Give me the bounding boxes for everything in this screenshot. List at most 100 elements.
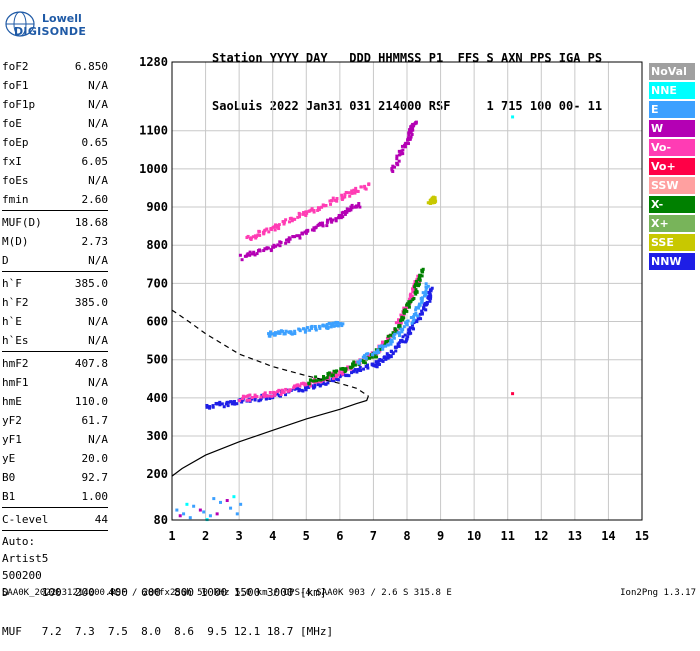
- param-divider: [2, 530, 108, 531]
- noise-point: [208, 514, 212, 518]
- echo-point: [433, 196, 437, 200]
- artist-info-line: 500200: [2, 569, 42, 582]
- echo-point: [314, 327, 318, 331]
- echo-point: [411, 128, 415, 132]
- echo-point: [429, 198, 433, 202]
- echo-point: [401, 314, 405, 318]
- echo-point: [340, 196, 344, 200]
- echo-point: [326, 325, 330, 329]
- echo-point: [362, 367, 366, 371]
- echo-point: [334, 217, 338, 221]
- echo-point: [220, 402, 224, 406]
- echo-point: [340, 324, 344, 328]
- echo-point: [348, 194, 352, 198]
- noise-point: [192, 504, 196, 508]
- x-tick-label: 1: [168, 529, 175, 543]
- echo-point: [387, 353, 391, 357]
- echo-point: [359, 185, 363, 189]
- echo-point: [353, 191, 357, 195]
- echo-point: [331, 376, 335, 380]
- echo-point: [316, 208, 320, 212]
- echo-point: [265, 247, 269, 251]
- param-label: yF1: [2, 433, 22, 446]
- echo-point: [407, 332, 411, 336]
- echo-point: [269, 330, 273, 334]
- param-row: hmF2 407.8: [2, 354, 108, 373]
- param-row: yE 20.0: [2, 449, 108, 468]
- echo-point: [313, 379, 317, 383]
- y-tick-label: 500: [146, 353, 168, 367]
- noise-point: [188, 516, 192, 520]
- echo-point: [304, 328, 308, 332]
- echo-point: [414, 120, 418, 124]
- x-tick-label: 9: [437, 529, 444, 543]
- echo-point: [367, 356, 371, 360]
- echo-point: [331, 321, 335, 325]
- echo-point: [276, 390, 280, 394]
- param-value: N/A: [88, 174, 108, 187]
- echo-point: [429, 296, 433, 300]
- echo-point: [296, 215, 300, 219]
- echo-point: [298, 236, 302, 240]
- param-label: h`F2: [2, 296, 29, 309]
- echo-point: [230, 402, 234, 406]
- echo-point: [284, 241, 288, 245]
- echo-point: [258, 233, 262, 237]
- echo-point: [248, 398, 252, 402]
- echo-point: [347, 191, 351, 195]
- param-label: B0: [2, 471, 16, 484]
- echo-point: [274, 331, 278, 335]
- echo-point: [417, 282, 421, 286]
- echo-point: [273, 391, 277, 395]
- echo-point: [358, 365, 362, 369]
- echo-point: [341, 322, 345, 326]
- echo-point: [350, 203, 354, 207]
- echo-point: [378, 345, 382, 349]
- echo-point: [345, 207, 349, 211]
- echo-point: [256, 233, 260, 237]
- echo-point: [349, 205, 353, 209]
- echo-point: [297, 234, 301, 238]
- echo-point: [329, 217, 333, 221]
- param-value: 0.65: [81, 136, 109, 149]
- echo-point: [407, 302, 411, 306]
- echo-point: [293, 332, 297, 336]
- y-tick-label: 600: [146, 315, 168, 329]
- echo-point: [365, 363, 369, 367]
- profile-dashed-line: [171, 309, 369, 397]
- echo-point: [295, 234, 299, 238]
- echo-point: [235, 402, 239, 406]
- echo-point: [395, 162, 399, 166]
- echo-point: [331, 323, 335, 327]
- echo-point: [313, 383, 317, 387]
- echo-point: [416, 314, 420, 318]
- param-label: D: [2, 254, 9, 267]
- echo-point: [303, 386, 307, 390]
- echo-point: [293, 329, 297, 333]
- echo-point: [386, 343, 390, 347]
- param-row: h`E N/A: [2, 312, 108, 331]
- echo-point: [331, 373, 335, 377]
- echo-point: [262, 249, 266, 253]
- echo-point: [398, 334, 402, 338]
- param-value: 44: [94, 513, 108, 526]
- param-value: 61.7: [81, 414, 109, 427]
- echo-point: [378, 357, 382, 361]
- muf-distance-row: D 100 200 400 600 800 1000 1500 3000 [km…: [2, 586, 327, 599]
- echo-point: [298, 384, 302, 388]
- echo-point: [312, 209, 316, 213]
- echo-point: [267, 394, 271, 398]
- noise-point: [511, 115, 515, 119]
- param-label: hmF2: [2, 357, 29, 370]
- noise-point: [235, 512, 239, 516]
- echo-point: [245, 253, 249, 257]
- echo-point: [311, 379, 315, 383]
- echo-point: [396, 342, 400, 346]
- echo-point: [352, 360, 356, 364]
- echo-point: [314, 226, 318, 230]
- param-value: 6.850: [74, 60, 108, 73]
- echo-point: [404, 141, 408, 145]
- x-tick-label: 12: [534, 529, 548, 543]
- noise-point: [229, 506, 233, 510]
- echo-point: [407, 297, 411, 301]
